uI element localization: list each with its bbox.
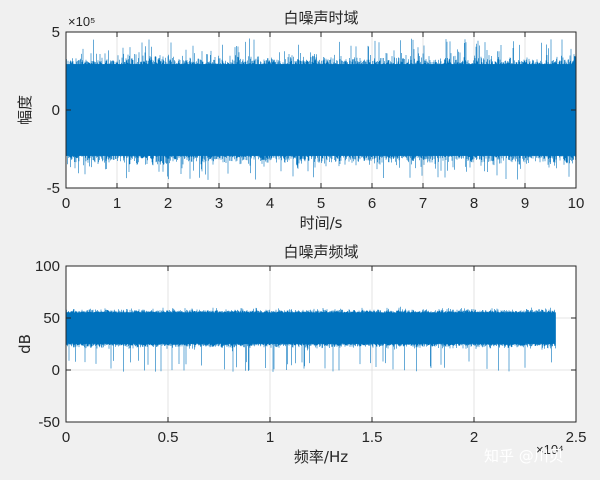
y-axis-label: 幅度 [16, 95, 34, 125]
y-axis-label: dB [16, 334, 34, 354]
x-tick-label: 0 [62, 195, 70, 212]
x-tick-label: 9 [521, 195, 529, 212]
y-tick-label: -5 [47, 180, 60, 197]
x-tick-label: 6 [368, 195, 376, 212]
y-tick-label: 0 [52, 102, 60, 119]
y-tick-label: 100 [35, 258, 60, 275]
chart-title: 白噪声频域 [283, 243, 358, 261]
x-axis-label: 频率/Hz [294, 448, 348, 466]
x-exponent-label: ×10⁴ [536, 442, 564, 457]
x-tick-label: 4 [266, 195, 274, 212]
x-tick-label: 5 [317, 195, 325, 212]
axes-border [65, 265, 577, 423]
x-tick-label: 0.5 [158, 429, 179, 446]
y-exponent-label: ×10⁵ [68, 14, 95, 29]
y-tick-label: 5 [52, 24, 60, 41]
x-tick-label: 1.5 [362, 429, 383, 446]
chart-title: 白噪声时域 [283, 9, 358, 27]
y-tick-label: 0 [52, 362, 60, 379]
x-tick-label: 2.5 [566, 429, 587, 446]
noise-trace [66, 38, 576, 180]
noise-series [66, 38, 576, 180]
y-tick-label: -50 [38, 414, 60, 431]
x-tick-label: 2 [164, 195, 172, 212]
x-tick-label: 0 [62, 429, 70, 446]
x-tick-label: 8 [470, 195, 478, 212]
x-tick-label: 1 [266, 429, 274, 446]
noise-series [66, 306, 556, 372]
noise-trace [66, 306, 556, 372]
y-tick-label: 50 [43, 310, 60, 327]
x-tick-label: 2 [470, 429, 478, 446]
x-tick-label: 10 [568, 195, 585, 212]
watermark-text: 知乎 @川贝 [484, 447, 564, 465]
x-tick-label: 1 [113, 195, 121, 212]
x-tick-label: 7 [419, 195, 427, 212]
x-tick-label: 3 [215, 195, 223, 212]
x-axis-label: 时间/s [300, 214, 343, 232]
